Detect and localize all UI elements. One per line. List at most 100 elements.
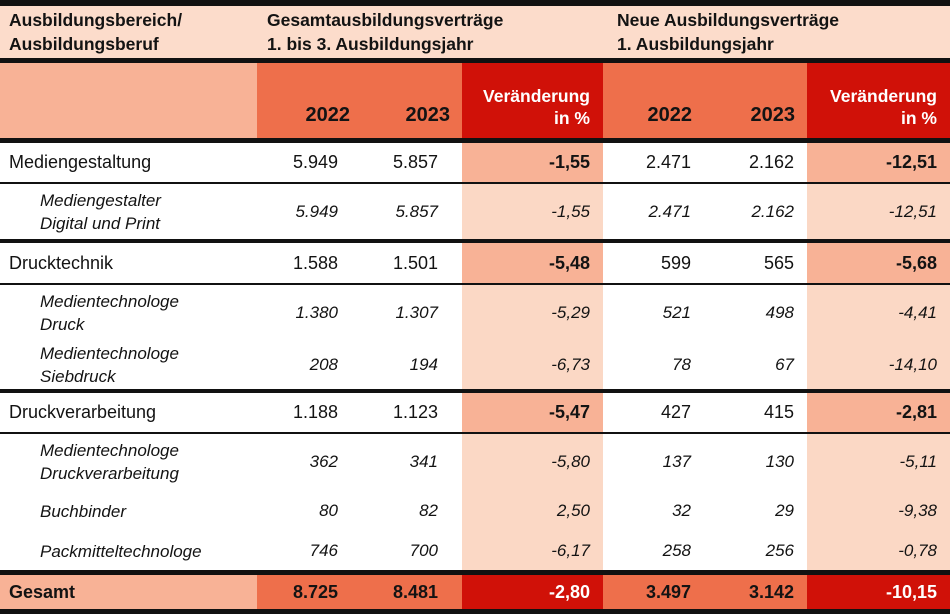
row-label-line: Druck [40, 315, 85, 334]
gesamt-change-cell: 2,50 [462, 490, 603, 532]
row-label-line: Drucktechnik [9, 252, 114, 273]
table-body: Mediengestaltung 5.949 5.857 -1,55 2.471 2.16… [0, 143, 950, 570]
neue-change-header-line2: in % [901, 108, 937, 128]
row-label-line: Medientechnologe [40, 441, 179, 460]
neue-y2023-cell: 565 [763, 252, 794, 273]
total-neue-change: -10,15 [807, 575, 950, 609]
neue-change-cell: -14,10 [807, 341, 950, 389]
total-row: Gesamt 8.725 8.481 -2,80 3.497 3.142 -10… [0, 575, 950, 609]
gesamt-change-cell: -5,47 [462, 393, 603, 432]
group-header-neue-line1: Neue Ausbildungsverträge [617, 10, 840, 30]
gesamt-change-cell: -6,17 [462, 532, 603, 570]
row-label: Drucktechnik [0, 243, 257, 283]
neue-y2022-cell: 599 [660, 252, 691, 273]
row-label-line: Packmitteltechnologe [40, 541, 202, 561]
neue-change-cell: -12,51 [807, 184, 950, 239]
row-label-line: Siebdruck [40, 367, 116, 386]
neue-y2022-cell: 2.471 [645, 152, 691, 172]
gesamt-y2022-cell: 1.380 [295, 303, 338, 322]
gesamt-y2022-cell: 80 [319, 501, 338, 520]
gesamt-change-header: Veränderung in % [462, 63, 603, 138]
table-row: Medientechnologe Druck 1.380 1.307 -5,29 521 4… [0, 285, 950, 341]
gesamt-change-header-line1: Veränderung [483, 86, 590, 106]
neue-y2023-cell: 498 [765, 303, 794, 322]
total-gesamt-2022: 8.725 [257, 575, 362, 609]
group-header-neue: Neue Ausbildungsverträge 1. Ausbildungsj… [603, 6, 950, 58]
header-group-row: Ausbildungsbereich/ Ausbildungsberuf Ges… [0, 6, 950, 58]
total-gesamt-change: -2,80 [462, 575, 603, 609]
neue-change-cell: -4,41 [807, 285, 950, 341]
gesamt-change-cell: -1,55 [462, 184, 603, 239]
neue-y2023-cell: 67 [775, 355, 794, 374]
gesamt-year-2022-header: 2022 [257, 63, 362, 138]
neue-y2023-cell: 415 [763, 402, 794, 422]
row-label-line: Druckverarbeitung [9, 402, 157, 422]
gesamt-y2023-cell: 82 [419, 501, 438, 520]
gesamt-y2023-cell: 341 [409, 452, 438, 471]
neue-y2022-cell: 258 [662, 541, 691, 560]
neue-y2023-cell: 130 [765, 452, 794, 471]
neue-change-header-line1: Veränderung [830, 86, 937, 106]
row-label: Druckverarbeitung [0, 393, 257, 432]
gesamt-y2023-cell: 1.307 [395, 303, 438, 322]
gesamt-change-cell: -1,55 [462, 143, 603, 182]
row-label: Medientechnologe Siebdruck [0, 341, 257, 389]
gesamt-change-header-line2: in % [554, 108, 590, 128]
table-row: Mediengestaltung 5.949 5.857 -1,55 2.471 2.16… [0, 143, 950, 182]
group-header-gesamt-line2: 1. bis 3. Ausbildungsjahr [267, 34, 474, 54]
row-label-line: Digital und Print [40, 213, 161, 233]
gesamt-y2023-cell: 1.123 [392, 402, 438, 422]
table-row: Medientechnologe Druckverarbeitung 362 341 -… [0, 434, 950, 490]
row-label: Medientechnologe Druck [0, 285, 257, 341]
group-header-neue-line2: 1. Ausbildungsjahr [617, 34, 774, 54]
total-label: Gesamt [0, 575, 257, 609]
total-gesamt-2023: 8.481 [362, 575, 462, 609]
row-label: Medientechnologe Druckverarbeitung [0, 434, 257, 490]
gesamt-y2023-cell: 1.501 [392, 252, 438, 273]
neue-change-cell: -5,11 [807, 434, 950, 490]
gesamt-y2023-cell: 700 [409, 541, 438, 560]
row-label-line: Mediengestaltung [9, 152, 152, 172]
neue-y2022-cell: 427 [660, 402, 691, 422]
neue-change-cell: -2,81 [807, 393, 950, 432]
table-row: Drucktechnik 1.588 1.501 -5,48 599 565 -5,68 [0, 243, 950, 283]
neue-change-cell: -9,38 [807, 490, 950, 532]
group-header-gesamt: Gesamtausbildungsverträge 1. bis 3. Ausb… [257, 6, 603, 58]
row-divider [0, 389, 950, 393]
row-label: Packmitteltechnologe [0, 532, 257, 570]
gesamt-y2022-cell: 5.949 [295, 201, 338, 221]
row-label: Mediengestaltung [0, 143, 257, 182]
gesamt-y2022-cell: 1.588 [292, 252, 338, 273]
row-label: Mediengestalter Digital und Print [0, 184, 257, 239]
table-row: Druckverarbeitung 1.188 1.123 -5,47 427 415 -2… [0, 393, 950, 432]
gesamt-y2023-cell: 5.857 [395, 201, 438, 221]
gesamt-y2023-cell: 5.857 [392, 152, 438, 172]
neue-y2022-cell: 78 [672, 355, 691, 374]
gesamt-y2022-cell: 746 [309, 541, 338, 560]
row-label-line: Druckverarbeitung [40, 464, 179, 483]
total-neue-2023: 3.142 [704, 575, 807, 609]
neue-change-cell: -5,68 [807, 243, 950, 283]
gesamt-y2022-cell: 1.188 [292, 402, 338, 422]
header-empty-cell [0, 63, 257, 138]
neue-y2022-cell: 2.471 [648, 201, 691, 221]
row-label-line: Buchbinder [40, 501, 127, 521]
row-divider [0, 283, 950, 285]
group-header-gesamt-line1: Gesamtausbildungsverträge [267, 10, 504, 30]
gesamt-y2022-cell: 362 [309, 452, 338, 471]
neue-y2023-cell: 29 [775, 501, 794, 520]
neue-year-2022-header: 2022 [603, 63, 704, 138]
neue-y2023-cell: 2.162 [748, 152, 794, 172]
row-divider [0, 182, 950, 184]
neue-change-cell: -0,78 [807, 532, 950, 570]
header-divider [0, 138, 950, 143]
neue-y2023-cell: 2.162 [751, 201, 794, 221]
top-border [0, 0, 950, 6]
row-divider [0, 239, 950, 243]
gesamt-change-cell: -5,48 [462, 243, 603, 283]
neue-y2022-cell: 521 [662, 303, 691, 322]
row-label-line: Medientechnologe [40, 344, 179, 363]
neue-change-header: Veränderung in % [807, 63, 950, 138]
column-header-bereich: Ausbildungsbereich/ Ausbildungsberuf [0, 6, 257, 58]
